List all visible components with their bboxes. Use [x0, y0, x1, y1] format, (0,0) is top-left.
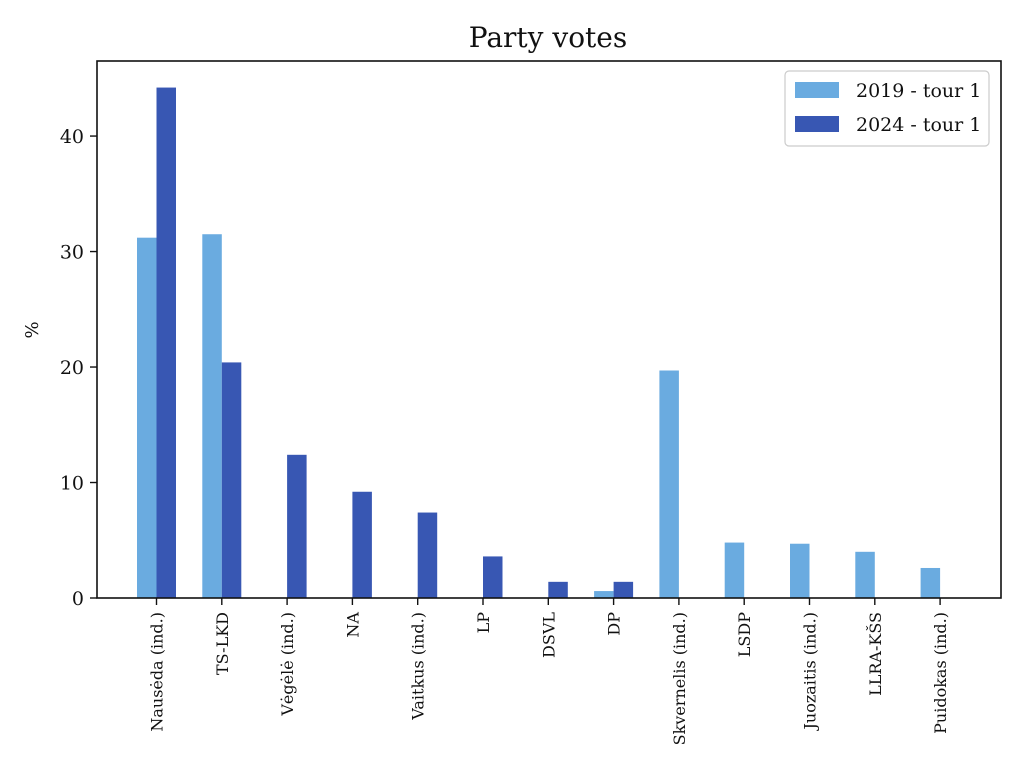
- x-tick-label: Vaitkus (ind.): [409, 612, 428, 721]
- bar-2019-7: [594, 591, 614, 598]
- legend-swatch-2024: [795, 116, 839, 132]
- x-tick-label: TS-LKD: [213, 612, 232, 675]
- bar-2019-12: [920, 567, 941, 598]
- legend-swatch-2019: [795, 82, 839, 98]
- legend: 2019 - tour 1 2024 - tour 1: [784, 70, 990, 147]
- x-tick-label: Juozaitis (ind.): [801, 612, 820, 732]
- bar-2024-1: [221, 362, 242, 598]
- x-tick-label: Puidokas (ind.): [931, 612, 950, 734]
- bar-2024-7: [613, 581, 634, 598]
- bar-2024-4: [417, 512, 438, 598]
- bar-2024-0: [156, 87, 176, 599]
- bar-2024-5: [483, 556, 503, 598]
- x-tick-label: Vėgėlė (ind.): [278, 612, 297, 717]
- y-tick-label: 10: [60, 473, 84, 495]
- bar-2019-8: [659, 370, 679, 598]
- x-tick-label: LLRA-KŠS: [865, 612, 885, 696]
- bar-2024-2: [287, 454, 307, 598]
- x-tick-label: LP: [474, 612, 493, 634]
- x-tick-label: LSDP: [735, 612, 754, 657]
- y-tick-label: 0: [72, 588, 84, 610]
- chart-title: Party votes: [469, 21, 628, 54]
- x-tick-label: NA: [343, 612, 362, 638]
- x-tick-label: Skvernelis (ind.): [670, 612, 689, 745]
- bar-2019-11: [855, 551, 875, 598]
- x-tick-label: Nausėda (ind.): [148, 612, 167, 732]
- y-tick-label: 40: [60, 126, 84, 148]
- y-tick-label: 30: [60, 242, 84, 264]
- bar-2024-3: [352, 491, 372, 598]
- bars-group: [137, 87, 941, 599]
- bar-2019-1: [202, 234, 222, 598]
- y-tick-label: 20: [60, 357, 84, 379]
- y-axis-label: %: [22, 321, 43, 338]
- legend-label-2024: 2024 - tour 1: [856, 114, 981, 136]
- bar-2019-10: [790, 543, 810, 598]
- bar-2024-6: [548, 581, 568, 598]
- legend-label-2019: 2019 - tour 1: [856, 80, 981, 102]
- x-tick-label: DP: [605, 612, 624, 636]
- plot-frame: [96, 60, 1002, 599]
- bar-2019-0: [137, 237, 157, 599]
- x-axis: Nausėda (ind.) TS-LKD Vėgėlė (ind.) NA Vaitk…: [148, 598, 950, 745]
- bar-2019-9: [724, 542, 745, 598]
- x-tick-label: DSVL: [539, 612, 558, 658]
- y-axis: 0 10 20 30 40: [60, 126, 97, 610]
